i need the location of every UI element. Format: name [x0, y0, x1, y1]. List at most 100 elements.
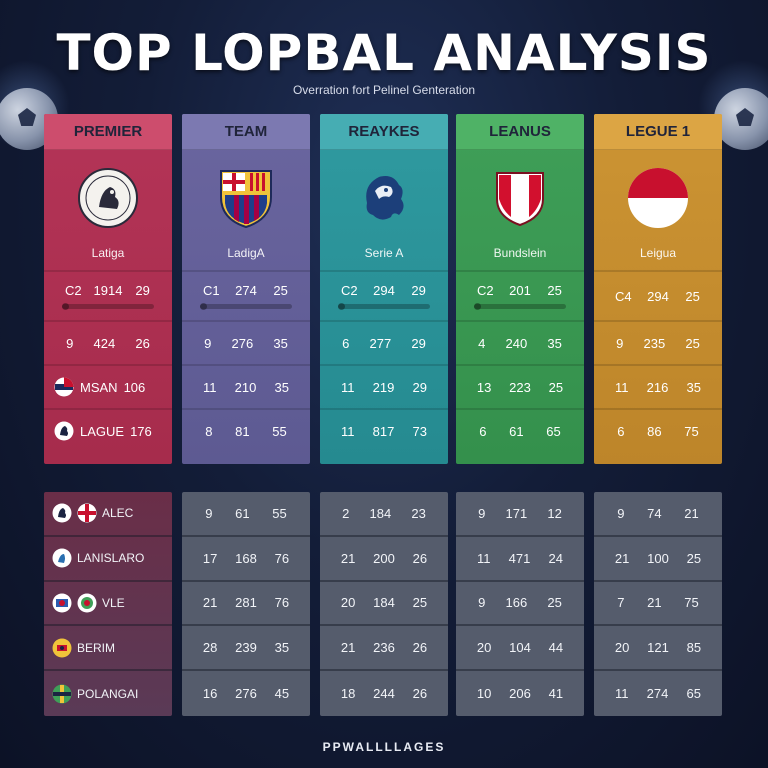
barcelona-crest-icon: [220, 170, 272, 229]
crest-icon: [77, 593, 97, 613]
stat-value: 240: [505, 335, 528, 351]
stat-value: 76: [274, 550, 290, 566]
team-row: VLE: [44, 582, 172, 627]
stat-value: 20: [340, 595, 356, 611]
stat-value: 26: [412, 686, 428, 702]
stat-slider[interactable]: [62, 303, 154, 310]
stats-row: 16 276 45: [182, 671, 310, 716]
stats-row: 20 184 25: [320, 582, 448, 627]
league-column-team: TEAM LadigA C1 274 25 9 276 35 11 210 35…: [182, 114, 310, 464]
stat-value: 294: [373, 283, 395, 298]
league-name: Serie A: [364, 246, 404, 260]
stat-value: 9: [617, 505, 625, 521]
crest-icon: [52, 593, 72, 613]
stat-value: C1: [203, 283, 220, 298]
stats-row: 9 276 35: [182, 320, 310, 364]
stat-value: 424: [93, 335, 116, 351]
stat-value: 65: [686, 686, 701, 702]
team-label: ALEC: [102, 506, 134, 521]
stats-row: 21 281 76: [182, 582, 310, 627]
stats-row: C1 274 25: [182, 270, 310, 320]
stat-value: C2: [477, 283, 494, 298]
page-title: TOP LOPBAL ANALYSIS: [56, 24, 712, 82]
stat-value: 75: [684, 423, 699, 439]
crest-icon: [52, 503, 72, 523]
crest-icon: [54, 421, 74, 441]
stat-value: 29: [411, 283, 426, 298]
crest-icon: [52, 684, 72, 704]
stat-value: 13: [476, 379, 492, 395]
stat-value: 9: [478, 505, 486, 521]
stat-value: 168: [235, 550, 257, 566]
soccer-ball-icon: [714, 88, 768, 150]
stat-value: 85: [686, 640, 702, 656]
stat-value: 55: [272, 423, 287, 439]
stat-value: 239: [235, 640, 257, 656]
stat-value: 4: [478, 335, 486, 351]
stats-row: 17 168 76: [182, 537, 310, 582]
column-header: REAYKES: [320, 114, 448, 150]
stats-row: 21 200 26: [320, 537, 448, 582]
stat-value: 2: [342, 505, 350, 521]
stat-value: 106: [123, 379, 146, 395]
stats-row: 11 274 65: [594, 671, 722, 716]
shield-icon: [496, 172, 544, 227]
stat-value: 25: [685, 288, 700, 304]
stats-row: C2 201 25: [456, 270, 584, 320]
stat-value: 25: [547, 283, 562, 298]
stat-value: 35: [686, 379, 701, 395]
stat-value: 176: [130, 423, 152, 439]
stat-value: 244: [373, 686, 395, 702]
stat-value: 20: [476, 640, 492, 656]
team-row: LANISLARO: [44, 537, 172, 582]
league-name: Latiga: [91, 246, 125, 260]
bottom-stats-column: 9 74 21 21 100 25 7 21 75 20 121 85 11 274 65: [594, 492, 722, 716]
stats-row: 21 100 25: [594, 537, 722, 582]
stat-value: 184: [369, 505, 392, 521]
team-row: LAGUE 176: [44, 408, 172, 452]
stat-value: 23: [411, 505, 426, 521]
stat-value: 201: [509, 283, 531, 298]
stat-value: 44: [548, 640, 564, 656]
team-row: MSAN 106: [44, 364, 172, 408]
stats-row: 9 424 26: [44, 320, 172, 364]
stat-value: 235: [643, 335, 666, 351]
stat-value: 25: [547, 595, 562, 611]
stats-row: 10 206 41: [456, 671, 584, 716]
stats-row: 9 61 55: [182, 492, 310, 537]
stats-row: 20 104 44: [456, 626, 584, 672]
league-name: LadigA: [227, 246, 265, 260]
stat-value: 35: [274, 379, 289, 395]
stats-row: 11 817 73: [320, 408, 448, 452]
stats-row: 11 210 35: [182, 364, 310, 408]
stat-value: 75: [684, 595, 699, 611]
stats-row: 6 277 29: [320, 320, 448, 364]
stat-slider[interactable]: [338, 303, 430, 310]
page-subtitle: Overration fort Pelinel Genteration: [292, 83, 476, 97]
stat-value: 6: [617, 423, 625, 439]
stats-row: 8 81 55: [182, 408, 310, 452]
stat-slider[interactable]: [200, 303, 292, 310]
stat-value: 35: [547, 335, 562, 351]
stat-slider[interactable]: [474, 303, 566, 310]
stat-value: 21: [647, 595, 662, 611]
team-label: MSAN: [80, 379, 118, 395]
stats-row: C2 294 29: [320, 270, 448, 320]
footer-brand: PPWALLLLAGES: [322, 740, 446, 754]
stat-value: 9: [204, 335, 212, 351]
stat-value: 9: [205, 505, 213, 521]
team-label: BERIM: [77, 640, 116, 655]
stat-value: 25: [685, 335, 700, 351]
stat-value: 281: [235, 595, 257, 611]
stats-row: 9 166 25: [456, 582, 584, 627]
column-header: LEANUS: [456, 114, 584, 150]
crest-icon: [52, 638, 72, 658]
league-name: Bundslein: [493, 246, 547, 260]
stats-row: 7 21 75: [594, 582, 722, 627]
stat-value: 26: [412, 550, 428, 566]
crest-icon: [52, 548, 72, 568]
league-name: Leigua: [639, 246, 677, 260]
stat-value: 276: [231, 335, 254, 351]
stat-value: 65: [546, 423, 561, 439]
stat-value: 11: [203, 379, 217, 395]
